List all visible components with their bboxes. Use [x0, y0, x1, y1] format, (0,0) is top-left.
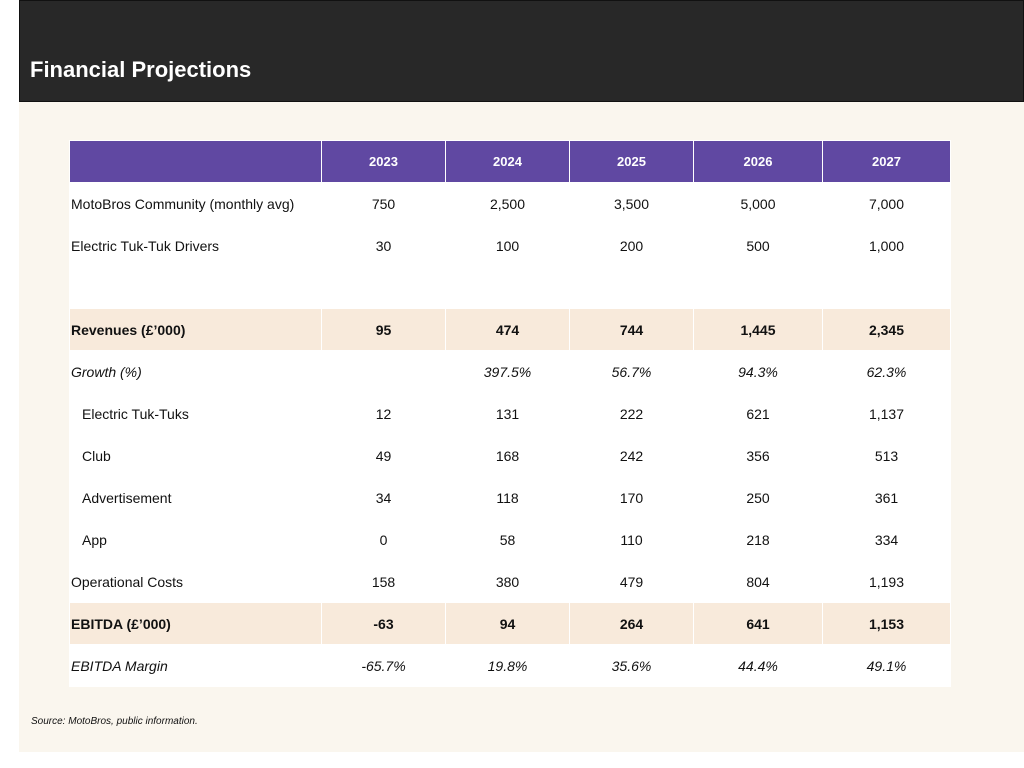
table-cell — [569, 266, 694, 309]
table-cell: 34 — [321, 476, 446, 519]
title-bar: Financial Projections — [19, 0, 1024, 102]
table-row-community: MotoBros Community (monthly avg) 750 2,5… — [69, 182, 951, 225]
year-header: 2024 — [445, 140, 570, 183]
table-cell: 49.1% — [822, 644, 951, 687]
table-cell: -63 — [321, 602, 446, 645]
table-cell: 222 — [569, 392, 694, 435]
table-row-revenues: Revenues (£’000) 95 474 744 1,445 2,345 — [69, 308, 951, 351]
table-cell: 744 — [569, 308, 694, 351]
row-label: App — [69, 518, 322, 561]
table-cell — [693, 266, 823, 309]
row-label: Club — [69, 434, 322, 477]
table-cell: 12 — [321, 392, 446, 435]
row-label: Advertisement — [69, 476, 322, 519]
table-cell: 804 — [693, 560, 823, 603]
header-label-cell — [69, 140, 322, 183]
table-header-row: 2023 2024 2025 2026 2027 — [69, 140, 951, 183]
table-cell: 479 — [569, 560, 694, 603]
table-cell: 356 — [693, 434, 823, 477]
table-cell: 118 — [445, 476, 570, 519]
table-cell: 62.3% — [822, 350, 951, 393]
table-cell: 0 — [321, 518, 446, 561]
table-cell: 250 — [693, 476, 823, 519]
table-cell: 218 — [693, 518, 823, 561]
table-cell: 361 — [822, 476, 951, 519]
table-cell: 3,500 — [569, 182, 694, 225]
table-row-club: Club 49 168 242 356 513 — [69, 434, 951, 477]
year-header: 2023 — [321, 140, 446, 183]
table-cell — [822, 266, 951, 309]
year-header: 2026 — [693, 140, 823, 183]
table-cell: -65.7% — [321, 644, 446, 687]
table-cell — [321, 266, 446, 309]
table-cell: 397.5% — [445, 350, 570, 393]
table-cell: 264 — [569, 602, 694, 645]
table-cell: 2,500 — [445, 182, 570, 225]
table-cell: 621 — [693, 392, 823, 435]
table-cell: 35.6% — [569, 644, 694, 687]
slide: Financial Projections 2023 2024 2025 202… — [19, 0, 1024, 752]
table-row-drivers: Electric Tuk-Tuk Drivers 30 100 200 500 … — [69, 224, 951, 267]
table-cell: 513 — [822, 434, 951, 477]
page-title: Financial Projections — [30, 57, 252, 82]
table-cell: 95 — [321, 308, 446, 351]
table-cell: 500 — [693, 224, 823, 267]
table-cell: 641 — [693, 602, 823, 645]
table-cell: 380 — [445, 560, 570, 603]
row-label: EBITDA Margin — [69, 644, 322, 687]
table-row-advertisement: Advertisement 34 118 170 250 361 — [69, 476, 951, 519]
row-label: MotoBros Community (monthly avg) — [69, 182, 322, 225]
table-cell: 19.8% — [445, 644, 570, 687]
table-row-electric-tuk-tuks: Electric Tuk-Tuks 12 131 222 621 1,137 — [69, 392, 951, 435]
row-label: Growth (%) — [69, 350, 322, 393]
table-cell: 56.7% — [569, 350, 694, 393]
table-cell — [445, 266, 570, 309]
source-note: Source: MotoBros, public information. — [31, 716, 198, 727]
table-cell: 242 — [569, 434, 694, 477]
row-label: Operational Costs — [69, 560, 322, 603]
table-cell — [321, 350, 446, 393]
table-cell: 750 — [321, 182, 446, 225]
table-cell: 474 — [445, 308, 570, 351]
table-row-app: App 0 58 110 218 334 — [69, 518, 951, 561]
table-cell: 100 — [445, 224, 570, 267]
table-cell: 30 — [321, 224, 446, 267]
table-cell: 1,193 — [822, 560, 951, 603]
row-label: EBITDA (£’000) — [69, 602, 322, 645]
row-label: Revenues (£’000) — [69, 308, 322, 351]
table-cell: 94.3% — [693, 350, 823, 393]
table-cell: 7,000 — [822, 182, 951, 225]
table-cell: 158 — [321, 560, 446, 603]
table-row-spacer — [69, 266, 951, 309]
table-cell: 170 — [569, 476, 694, 519]
table-cell: 168 — [445, 434, 570, 477]
row-label — [69, 266, 322, 309]
table-cell: 1,445 — [693, 308, 823, 351]
table-cell: 1,137 — [822, 392, 951, 435]
row-label: Electric Tuk-Tuks — [69, 392, 322, 435]
table-row-operational-costs: Operational Costs 158 380 479 804 1,193 — [69, 560, 951, 603]
year-header: 2025 — [569, 140, 694, 183]
table-row-growth: Growth (%) 397.5% 56.7% 94.3% 62.3% — [69, 350, 951, 393]
table-cell: 110 — [569, 518, 694, 561]
table-cell: 44.4% — [693, 644, 823, 687]
table-row-ebitda: EBITDA (£’000) -63 94 264 641 1,153 — [69, 602, 951, 645]
table-cell: 334 — [822, 518, 951, 561]
table-cell: 1,000 — [822, 224, 951, 267]
table-cell: 1,153 — [822, 602, 951, 645]
table-cell: 200 — [569, 224, 694, 267]
year-header: 2027 — [822, 140, 951, 183]
table-row-ebitda-margin: EBITDA Margin -65.7% 19.8% 35.6% 44.4% 4… — [69, 644, 951, 687]
financial-projections-table: 2023 2024 2025 2026 2027 MotoBros Commun… — [69, 140, 951, 687]
table-cell: 131 — [445, 392, 570, 435]
table-cell: 49 — [321, 434, 446, 477]
table-cell: 5,000 — [693, 182, 823, 225]
row-label: Electric Tuk-Tuk Drivers — [69, 224, 322, 267]
table-cell: 58 — [445, 518, 570, 561]
table-cell: 94 — [445, 602, 570, 645]
table-cell: 2,345 — [822, 308, 951, 351]
